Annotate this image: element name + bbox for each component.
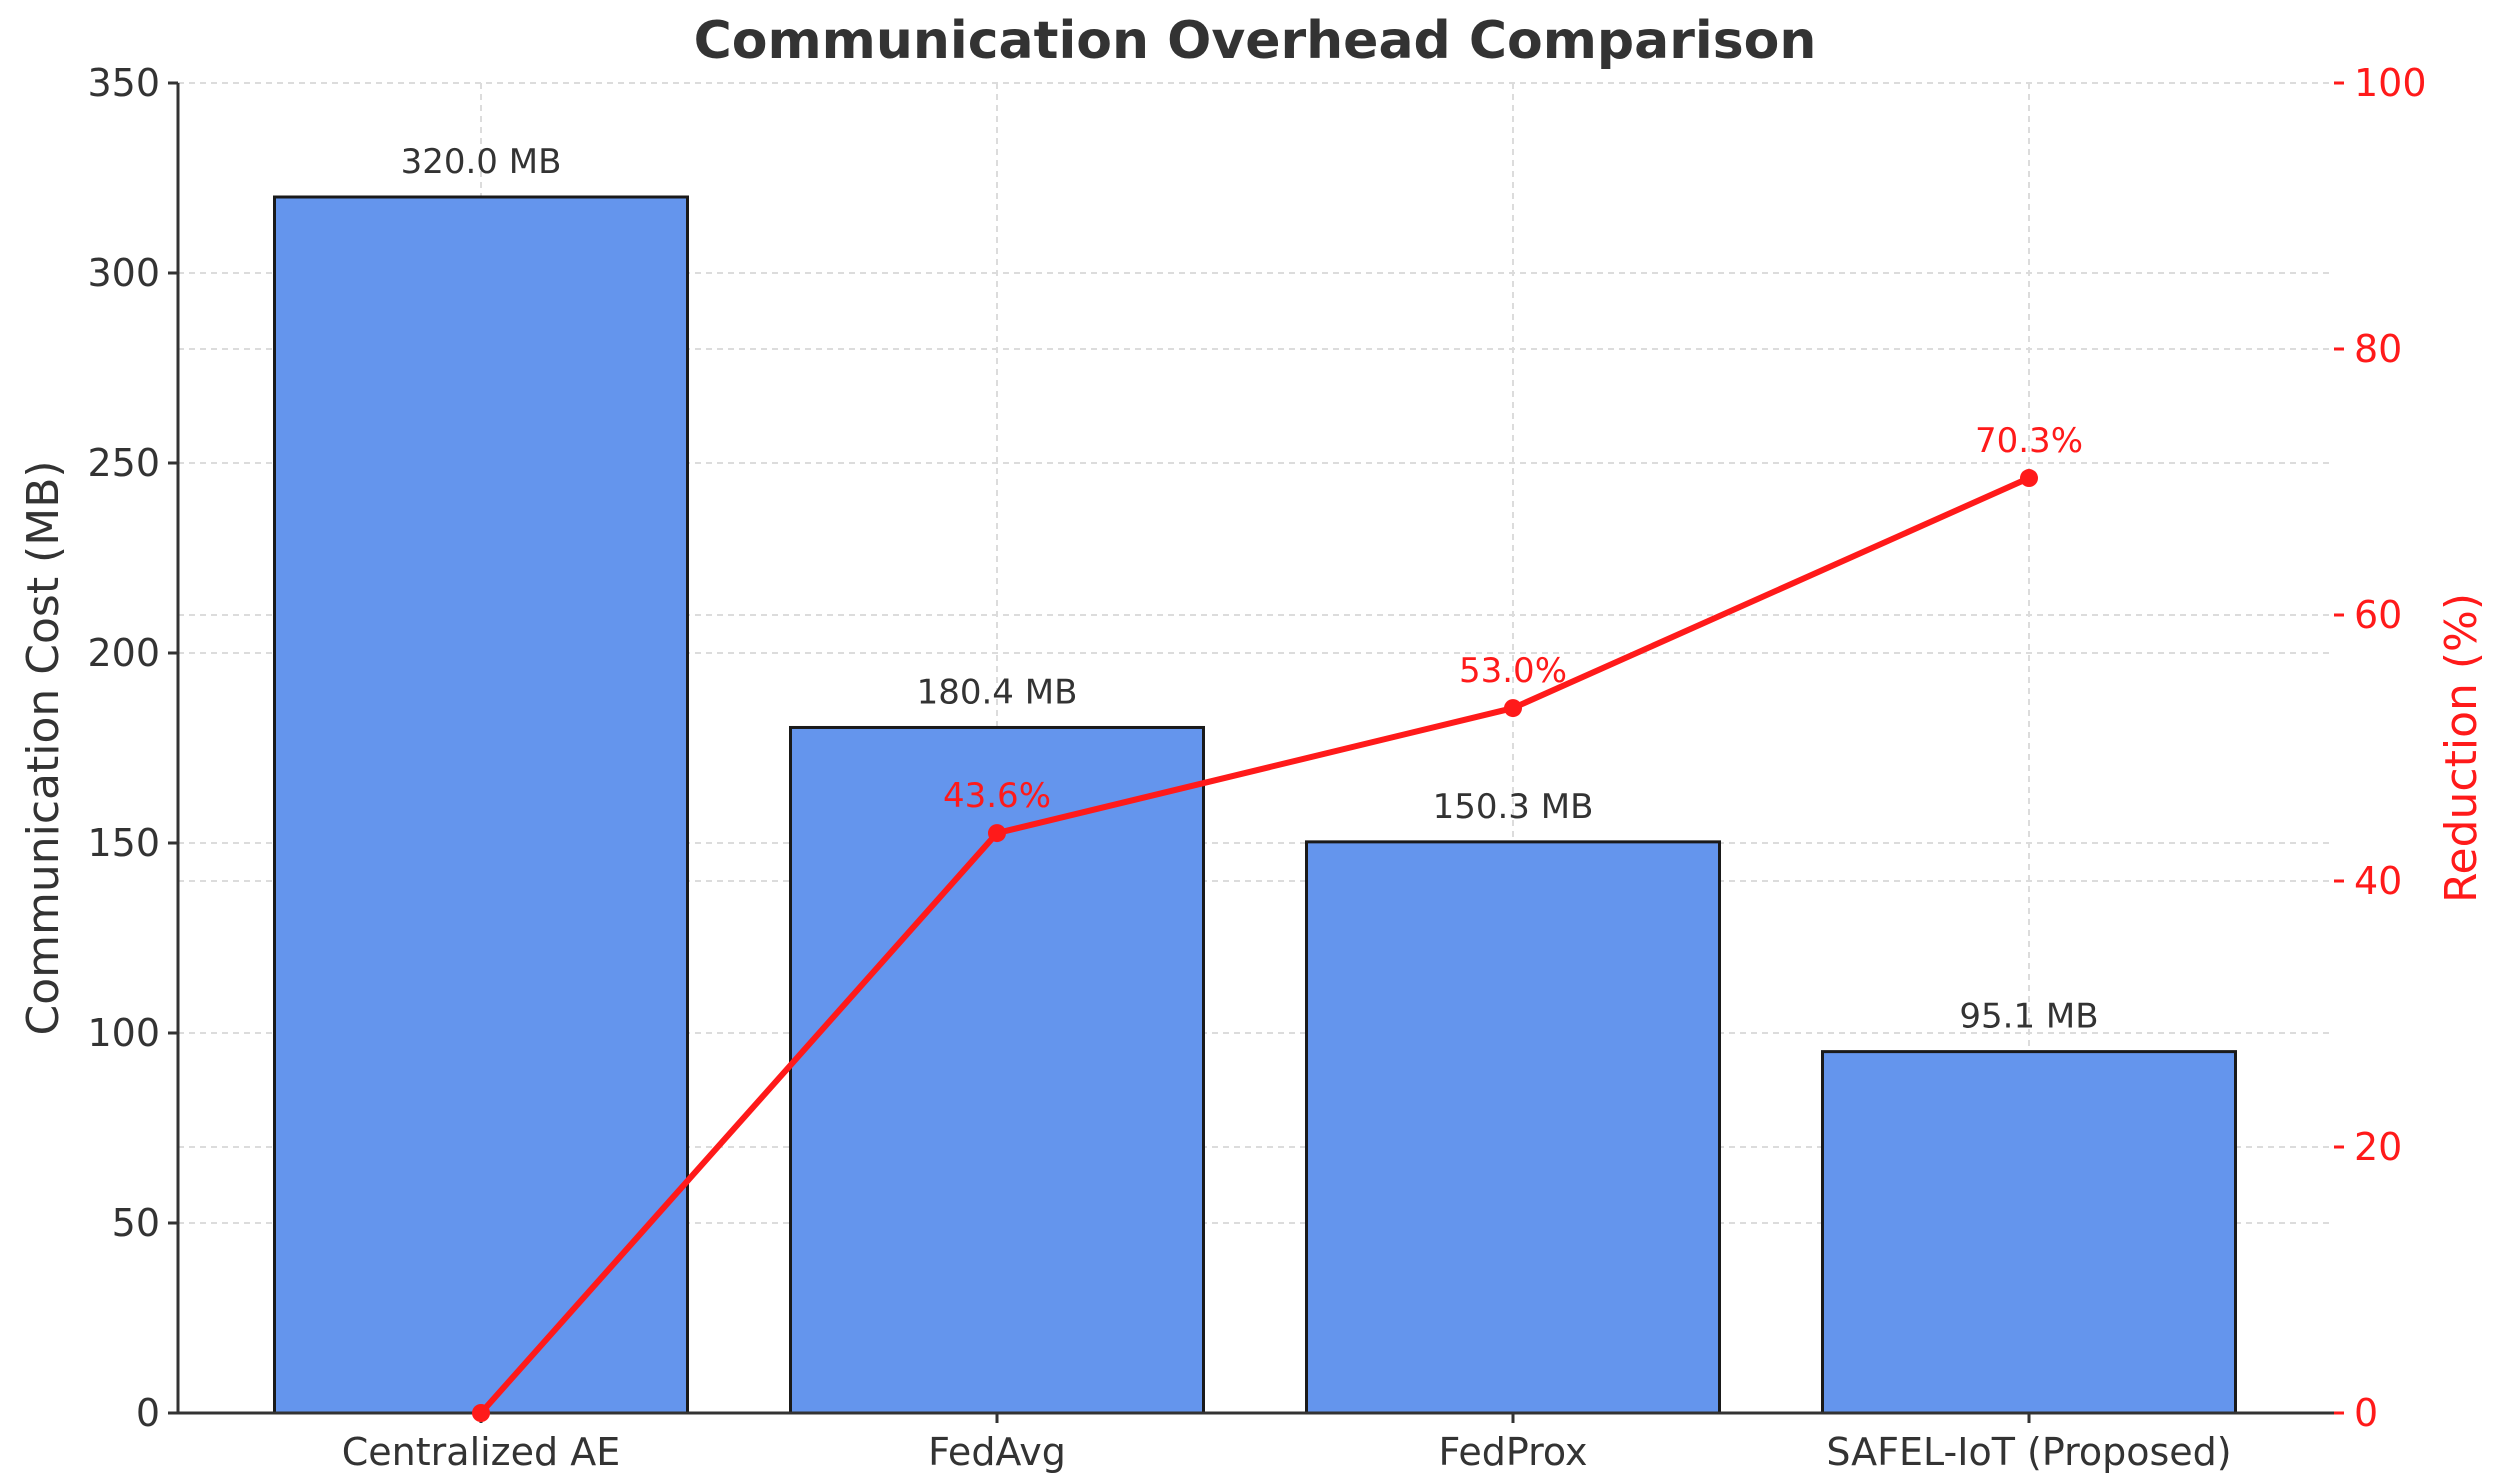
- x-tick-label: FedAvg: [928, 1430, 1066, 1474]
- reduction-series-line: [478, 475, 2031, 1415]
- y-tick-label: 250: [87, 441, 160, 485]
- y-tick-label: 150: [87, 821, 160, 865]
- y-axis-label: Communication Cost (MB): [18, 460, 69, 1035]
- y2-tick-label: 80: [2354, 327, 2402, 371]
- bar: [1821, 1050, 2237, 1415]
- x-tick-label: Centralized AE: [342, 1430, 620, 1474]
- bar-value-label: 320.0 MB: [401, 142, 562, 182]
- x-tick-label: SAFEL-IoT (Proposed): [1826, 1430, 2231, 1474]
- y-tick-label: 200: [87, 631, 160, 675]
- y2-tick-label: 40: [2354, 859, 2402, 903]
- bars: 320.0 MB 180.4 MB 150.3 MB 95.1 MB: [273, 142, 2237, 1415]
- y2-tick-label: 20: [2354, 1125, 2402, 1169]
- reduction-point: [1504, 699, 1522, 718]
- reduction-value-label: 53.0%: [1459, 651, 1567, 691]
- bar-value-label: 150.3 MB: [1433, 787, 1594, 827]
- y2-tick-label: 0: [2354, 1391, 2378, 1435]
- reduction-point: [988, 824, 1006, 843]
- bar: [273, 195, 689, 1415]
- y-tick-label: 350: [87, 61, 160, 105]
- reduction-value-label: 43.6%: [943, 776, 1051, 816]
- reduction-point: [2020, 469, 2038, 488]
- reduction-line: 43.6% 53.0% 70.3%: [472, 421, 2083, 1422]
- y2-tick-label: 60: [2354, 593, 2402, 637]
- bar: [1305, 840, 1721, 1415]
- reduction-value-label: 70.3%: [1975, 421, 2083, 461]
- y-tick-label: 50: [112, 1201, 160, 1245]
- y-tick-label: 300: [87, 251, 160, 295]
- bar-value-label: 95.1 MB: [1959, 997, 2098, 1037]
- reduction-point: [472, 1404, 490, 1422]
- bar-value-label: 180.4 MB: [917, 672, 1078, 712]
- y-tick-label: 0: [136, 1391, 160, 1435]
- y2-axis-label: Reduction (%): [2436, 593, 2487, 903]
- y-tick-label: 100: [87, 1011, 160, 1055]
- x-tick-label: FedProx: [1439, 1430, 1588, 1474]
- chart-title: Communication Overhead Comparison: [694, 11, 1817, 71]
- y2-tick-label: 100: [2354, 61, 2427, 105]
- axes: 0 50 100 150 200 250 300 350 0 20 40 60 80 100 Central…: [87, 61, 2426, 1474]
